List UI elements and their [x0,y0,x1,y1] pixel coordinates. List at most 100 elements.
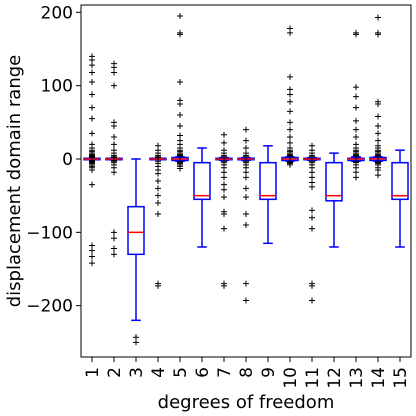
flier-point [375,172,381,179]
plot-area-frame [80,4,412,358]
box-group [193,147,211,248]
flier-point [243,174,249,181]
x-tick-label: 8 [237,367,257,378]
flier-point [287,108,293,115]
y-axis: −200 −100 0 100 200 [26,3,81,317]
flier-point [221,194,227,201]
flier-point [353,93,359,100]
x-tick-label: 7 [215,367,235,378]
y-tick-label: 200 [41,3,73,23]
flier-point [89,260,95,267]
x-tick-label: 5 [171,367,191,378]
box-group [303,142,321,304]
x-tick-label: 10 [281,367,301,389]
x-tick-label: 6 [193,367,213,378]
box-iqr [259,161,277,201]
x-axis-title: degrees of freedom [158,392,335,413]
flier-point [309,183,315,190]
flier-point [287,153,293,160]
flier-point [353,117,359,124]
y-tick-label: −200 [26,297,73,317]
flier-point [89,181,95,188]
flier-point [155,170,161,177]
box-group [237,126,255,304]
box-group [83,53,101,267]
flier-point [375,101,381,107]
flier-point [89,91,95,98]
flier-point [353,153,359,160]
flier-point [177,101,183,107]
x-tick-label: 15 [391,367,411,389]
flier-point [89,242,95,249]
flier-point [221,282,227,289]
flier-point [287,161,293,168]
flier-point [111,235,117,242]
y-tick-label: 100 [41,77,73,97]
flier-point [243,297,249,304]
box-group [347,29,365,181]
flier-point [243,222,249,228]
x-tick-label: 1 [83,367,103,378]
flier-point [133,339,139,346]
flier-point [89,57,95,63]
flier-point [309,282,315,289]
flier-point [89,104,95,111]
flier-point [177,79,183,85]
flier-point [243,280,249,287]
x-tick-label: 12 [325,367,345,389]
flier-point [353,84,359,91]
flier-point [243,211,249,217]
box-group [281,25,299,168]
flier-point [89,253,95,260]
flier-point [375,123,381,129]
flier-point [309,225,315,232]
box-iqr [127,205,145,256]
flier-point [353,104,359,111]
flier-point [177,13,183,19]
x-tick-label: 9 [259,367,279,378]
flier-point [243,126,249,133]
flier-point [111,69,117,76]
y-axis-title: displacement domain range [4,55,25,308]
box-iqr [325,161,343,202]
flier-point [287,119,293,126]
flier-point [155,211,161,217]
flier-point [89,115,95,122]
box-group [149,142,167,289]
flier-point [353,126,359,133]
flier-point [243,194,249,201]
flier-point [353,31,359,38]
flier-point [177,112,183,118]
flier-point [155,200,161,206]
flier-point [375,153,381,160]
flier-point [243,137,249,144]
flier-point [177,165,183,172]
flier-point [375,167,381,173]
flier-point [353,134,359,140]
flier-point [243,145,249,151]
flier-point [309,169,315,176]
flier-point [287,139,293,146]
box-group [391,149,409,248]
box-iqr [391,161,409,201]
flier-point [221,131,227,138]
flier-point [287,126,293,133]
flier-point [155,192,161,199]
flier-point [177,31,183,38]
flier-point [133,334,139,341]
flier-point [177,132,183,139]
flier-point [287,86,293,93]
x-tick-label: 14 [369,367,389,389]
flier-point [309,214,315,221]
flier-point [353,174,359,181]
flier-point [155,185,161,192]
flier-point [89,247,95,254]
box-group [105,60,123,258]
box-group [215,131,233,289]
flier-point [89,167,95,173]
flier-point [111,229,117,236]
box-series [83,13,409,346]
flier-point [243,185,249,192]
flier-point [375,31,381,38]
flier-point [309,297,315,304]
